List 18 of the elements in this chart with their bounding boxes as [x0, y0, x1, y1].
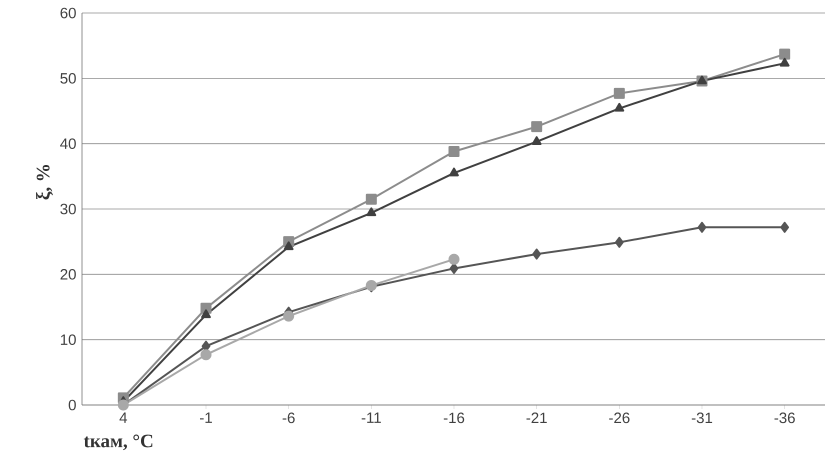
x-tick-label: -11 [362, 412, 381, 423]
x-tick-label: -1 [200, 412, 212, 423]
y-tick-label: 30 [60, 204, 76, 214]
y-tick-label: 60 [60, 8, 76, 18]
y-tick-label: 20 [60, 269, 76, 280]
x-tick-label: -36 [774, 412, 795, 424]
y-tick-label: 0 [68, 400, 76, 410]
x-tick-label: -31 [692, 412, 712, 424]
y-axis-title: ξ, % [36, 164, 53, 200]
x-tick-label: 4 [120, 412, 128, 423]
x-tick-label: -16 [444, 412, 464, 424]
x-tick-label: -6 [282, 412, 295, 424]
x-tick-label: -26 [609, 412, 630, 424]
x-axis-title: tкам, °C [84, 434, 152, 450]
x-tick-label: -21 [526, 412, 547, 424]
y-tick-label: 40 [60, 138, 76, 149]
y-tick-label: 50 [60, 73, 76, 84]
y-tick-label: 10 [60, 334, 76, 345]
